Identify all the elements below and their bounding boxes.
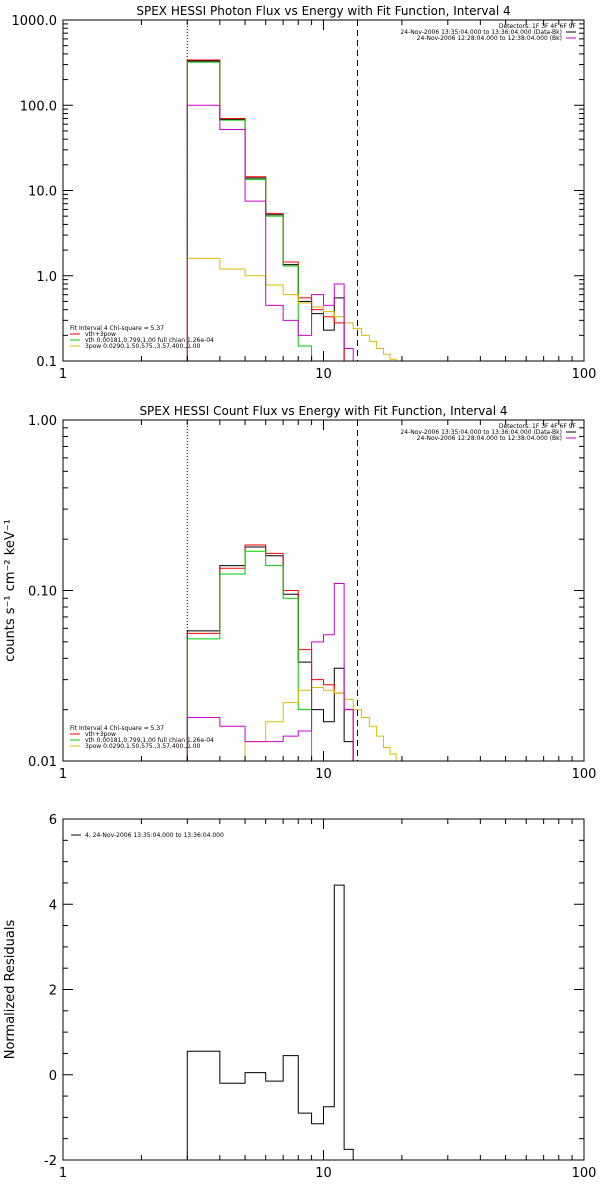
series-3pow: [187, 686, 413, 761]
series-bk: [186, 582, 354, 761]
x-tick-label: 100: [572, 767, 597, 782]
legend-entry: Fit Interval 4 Chi-square = 5.37: [70, 325, 164, 332]
y-tick-label: 1.0: [36, 270, 57, 285]
chart-title: SPEX HESSI Count Flux vs Energy with Fit…: [139, 404, 507, 418]
y-tick-label: 0.01: [28, 755, 57, 770]
x-tick-label: 1: [59, 1166, 67, 1181]
legend-entry: 4, 24-Nov-2006 13:35:04.000 to 13:36:04.…: [85, 832, 224, 839]
legend-entry: vth+3pow: [85, 331, 116, 338]
legend-header-text: 24-Nov-2006 12:28:04.000 to 12:38:04.000…: [417, 35, 562, 42]
legend-header-text: 24-Nov-2006 13:35:04.000 to 13:36:04.000…: [400, 429, 562, 436]
y-tick-label: 0: [49, 1069, 57, 1084]
y-axis-label: Normalized Residuals: [3, 920, 18, 1060]
series-vth: [186, 550, 324, 761]
x-tick-label: 1: [59, 367, 67, 382]
x-tick-label: 1: [59, 767, 67, 782]
legend-entry: Fit Interval 4 Chi-square = 5.37: [70, 725, 164, 732]
x-tick-label: 10: [315, 367, 332, 382]
series-vth: [186, 61, 324, 361]
legend-header-text: Detectors: 1F 3F 4F 6F 9F: [499, 423, 577, 430]
x-tick-label: 10: [315, 1166, 332, 1181]
series-3pow: [186, 257, 413, 361]
y-axis-label: counts s⁻¹ cm⁻² keV⁻¹: [3, 519, 18, 662]
legend-entry: 3pow 0.0290,1.50,575.,3.57,400.,1.00: [85, 343, 201, 350]
legend-header-text: Detectors: 1F 3F 4F 6F 9F: [499, 23, 577, 30]
y-tick-label: 1.00: [28, 414, 57, 429]
series-vth-3pow: [186, 544, 354, 761]
y-tick-label: 4: [49, 898, 57, 913]
series-vth-3pow: [186, 59, 354, 361]
x-tick-label: 10: [315, 767, 332, 782]
y-tick-label: -2: [44, 1154, 57, 1169]
legend-header-text: 24-Nov-2006 12:28:04.000 to 12:38:04.000…: [417, 435, 562, 442]
y-tick-label: 10.0: [28, 185, 57, 200]
series-data-bk: [186, 546, 354, 761]
series-data-bk: [186, 60, 354, 361]
x-tick-label: 100: [572, 1166, 597, 1181]
y-tick-label: 6: [49, 813, 57, 828]
legend-entry: vth 0.00181,0.799,1.00 full chian 1.26e-…: [85, 337, 214, 344]
legend-entry: vth+3pow: [85, 731, 116, 738]
x-tick-label: 100: [572, 367, 597, 382]
y-tick-label: 100.0: [20, 99, 57, 114]
y-tick-label: 0.10: [28, 585, 57, 600]
chart-title: SPEX HESSI Photon Flux vs Energy with Fi…: [136, 4, 510, 18]
y-tick-label: 0.1: [36, 355, 57, 370]
legend-entry: 3pow 0.0290,1.50,575.,3.57,400.,1.00: [85, 743, 201, 750]
legend-entry: vth 0.00181,0.799,1.00 full chian 1.26e-…: [85, 737, 214, 744]
series-bk: [186, 104, 354, 361]
series-residuals: [186, 884, 354, 1160]
legend-header-text: 24-Nov-2006 13:35:04.000 to 13:36:04.000…: [400, 29, 562, 36]
y-tick-label: 1000.0: [12, 14, 58, 29]
y-tick-label: 2: [49, 984, 57, 999]
